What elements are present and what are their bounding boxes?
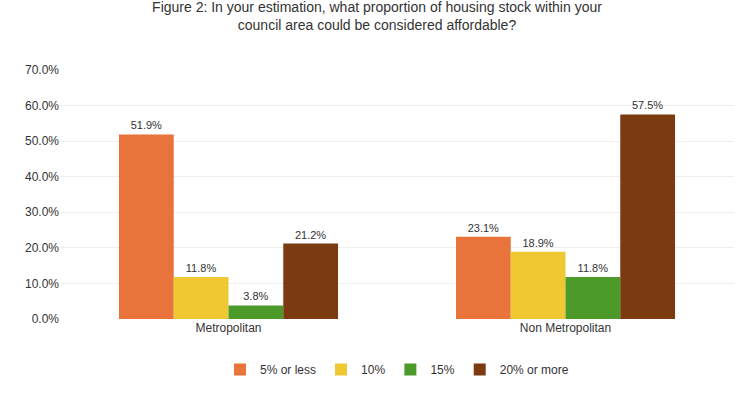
- svg-text:60.0%: 60.0%: [25, 99, 59, 113]
- svg-text:50.0%: 50.0%: [25, 134, 59, 148]
- svg-text:0.0%: 0.0%: [32, 312, 60, 326]
- svg-text:51.9%: 51.9%: [131, 119, 162, 131]
- svg-text:21.2%: 21.2%: [295, 229, 326, 241]
- svg-text:3.8%: 3.8%: [243, 290, 268, 302]
- svg-text:Metropolitan: Metropolitan: [195, 321, 261, 335]
- svg-text:10.0%: 10.0%: [25, 277, 59, 291]
- svg-text:11.8%: 11.8%: [186, 262, 217, 274]
- svg-text:10%: 10%: [361, 363, 385, 377]
- svg-text:18.9%: 18.9%: [522, 237, 553, 249]
- svg-text:70.0%: 70.0%: [25, 63, 59, 77]
- svg-text:20.0%: 20.0%: [25, 241, 59, 255]
- svg-text:Figure 2: In your estimation,: Figure 2: In your estimation, what propo…: [152, 0, 602, 33]
- svg-text:Non Metropolitan: Non Metropolitan: [520, 321, 611, 335]
- svg-text:40.0%: 40.0%: [25, 170, 59, 184]
- svg-text:20% or more: 20% or more: [500, 363, 569, 377]
- svg-text:11.8%: 11.8%: [578, 262, 609, 274]
- svg-text:30.0%: 30.0%: [25, 205, 59, 219]
- svg-text:5% or less: 5% or less: [260, 363, 316, 377]
- svg-text:57.5%: 57.5%: [632, 99, 663, 111]
- svg-text:15%: 15%: [430, 363, 454, 377]
- svg-text:23.1%: 23.1%: [468, 222, 499, 234]
